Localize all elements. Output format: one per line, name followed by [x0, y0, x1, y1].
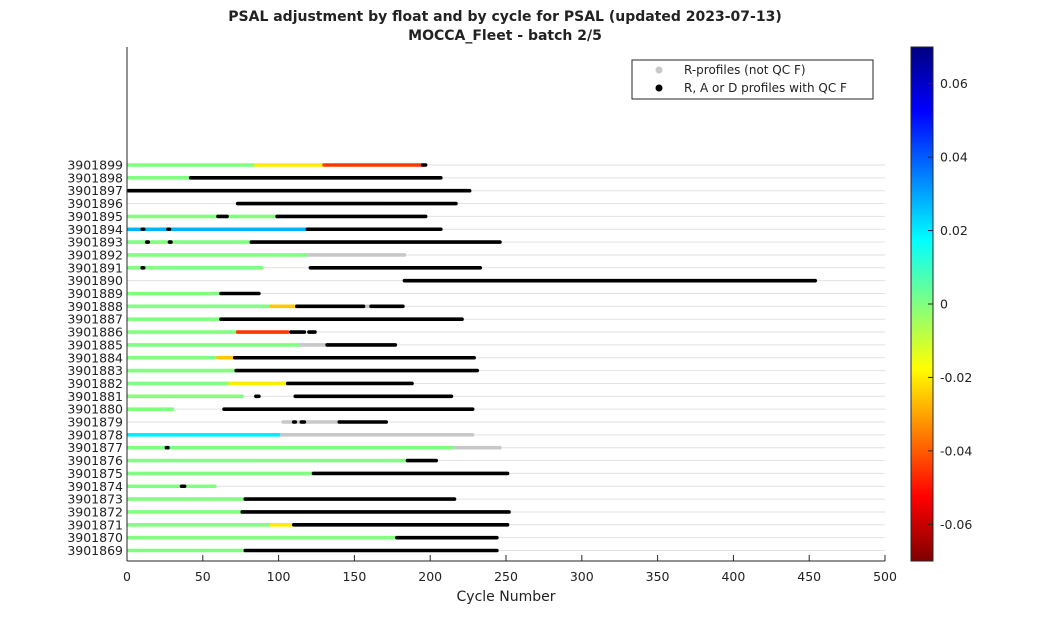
y-tick-label: 3901875 [67, 466, 123, 481]
y-axis-labels: 3901899390189839018973901896390189539018… [67, 158, 123, 559]
y-tick-label: 3901898 [67, 170, 123, 185]
data-segments [126, 163, 818, 553]
x-tick-label: 0 [123, 569, 131, 584]
colorbar-tick-label: -0.06 [940, 517, 972, 532]
y-tick-label: 3901874 [67, 479, 123, 494]
legend: R-profiles (not QC F) R, A or D profiles… [631, 59, 874, 100]
y-tick-label: 3901883 [67, 363, 123, 378]
colorbar-tick-label: 0.02 [940, 223, 968, 238]
y-tick-label: 3901897 [67, 183, 123, 198]
y-tick-label: 3901876 [67, 453, 123, 468]
colorbar-tick-label: -0.04 [940, 443, 972, 458]
x-tick-label: 350 [646, 569, 670, 584]
y-tick-label: 3901880 [67, 402, 123, 417]
y-tick-label: 3901889 [67, 286, 123, 301]
chart-subtitle: MOCCA_Fleet - batch 2/5 [408, 28, 602, 44]
y-tick-label: 3901882 [67, 376, 123, 391]
y-tick-label: 3901879 [67, 415, 123, 430]
x-tick-label: 200 [418, 569, 442, 584]
y-tick-label: 3901893 [67, 235, 123, 250]
y-tick-label: 3901885 [67, 337, 123, 352]
chart-title: PSAL adjustment by float and by cycle fo… [228, 9, 781, 25]
x-axis-ticks: 0 50 100 150 200 250 300 350 400 450 500 [123, 555, 897, 584]
x-tick-label: 250 [494, 569, 518, 584]
y-tick-label: 3901894 [67, 222, 123, 237]
x-axis-label: Cycle Number [457, 589, 556, 605]
y-tick-label: 3901869 [67, 543, 123, 558]
legend-label-qcf: R, A or D profiles with QC F [684, 81, 847, 95]
y-tick-label: 3901884 [67, 350, 123, 365]
x-tick-label: 300 [570, 569, 594, 584]
y-tick-label: 3901892 [67, 247, 123, 262]
y-tick-label: 3901896 [67, 196, 123, 211]
x-tick-label: 100 [267, 569, 291, 584]
x-tick-label: 150 [342, 569, 366, 584]
colorbar-tick-label: 0.04 [940, 150, 968, 165]
y-tick-label: 3901877 [67, 440, 123, 455]
y-tick-label: 3901878 [67, 427, 123, 442]
colorbar-tick-label: 0.06 [940, 76, 968, 91]
legend-marker-r-profiles [655, 66, 663, 74]
plot-area: 0 50 100 150 200 250 300 350 400 450 500 390189939… [67, 47, 897, 584]
colorbar: 0.06 0.04 0.02 0 -0.02 -0.04 -0.06 [910, 46, 972, 562]
x-tick-label: 500 [873, 569, 897, 584]
y-tick-label: 3901881 [67, 389, 123, 404]
colorbar-tick-label: 0 [940, 297, 948, 312]
y-tick-label: 3901887 [67, 312, 123, 327]
legend-label-r-profiles: R-profiles (not QC F) [684, 63, 806, 77]
legend-box [631, 59, 874, 100]
x-tick-label: 450 [797, 569, 821, 584]
y-tick-label: 3901895 [67, 209, 123, 224]
legend-marker-qcf [655, 84, 663, 92]
y-tick-label: 3901873 [67, 492, 123, 507]
x-tick-label: 400 [721, 569, 745, 584]
y-tick-label: 3901870 [67, 530, 123, 545]
colorbar-tick-label: -0.02 [940, 370, 972, 385]
y-tick-label: 3901886 [67, 325, 123, 340]
y-tick-label: 3901871 [67, 517, 123, 532]
y-tick-label: 3901899 [67, 158, 123, 173]
y-tick-label: 3901872 [67, 504, 123, 519]
y-tick-label: 3901890 [67, 273, 123, 288]
y-tick-label: 3901891 [67, 260, 123, 275]
x-tick-label: 50 [195, 569, 211, 584]
colorbar-ticks: 0.06 0.04 0.02 0 -0.02 -0.04 -0.06 [928, 76, 972, 532]
y-tick-label: 3901888 [67, 299, 123, 314]
